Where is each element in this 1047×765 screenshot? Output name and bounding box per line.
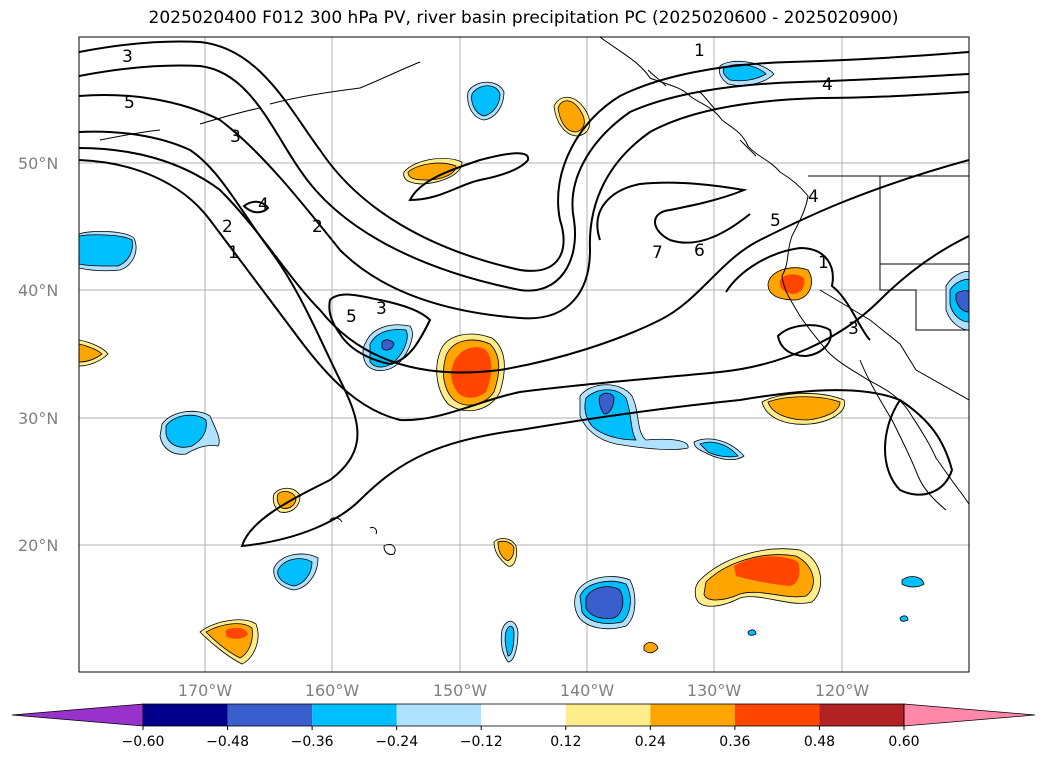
border-states bbox=[819, 176, 969, 401]
precip-blob bbox=[79, 343, 103, 363]
precip-blob bbox=[899, 615, 909, 622]
pv-contour bbox=[725, 246, 871, 341]
pv-contour bbox=[776, 324, 832, 358]
colorbar-extend-high bbox=[903, 703, 1036, 727]
contour-label: 3 bbox=[848, 319, 859, 339]
colorbar-segment bbox=[143, 704, 228, 726]
colorbar-segment bbox=[396, 704, 482, 726]
precip-blob bbox=[276, 490, 297, 509]
pv-contour bbox=[242, 200, 270, 214]
colorbar-tick-label: −0.24 bbox=[375, 734, 418, 750]
contour-label: 1 bbox=[694, 41, 705, 61]
colorbar-extend-low bbox=[11, 703, 144, 727]
contour-label: 5 bbox=[346, 307, 357, 327]
precip-blob bbox=[598, 392, 615, 415]
precip-blob bbox=[79, 234, 133, 267]
precip-blob bbox=[901, 576, 925, 588]
precip-blob bbox=[226, 627, 248, 639]
precip-positive-areas bbox=[79, 96, 845, 665]
pv-contour bbox=[328, 293, 432, 366]
lon-label: 140°W bbox=[560, 681, 615, 700]
precip-blob bbox=[747, 629, 757, 636]
colorbar-tick-label: −0.12 bbox=[460, 734, 503, 750]
coastline-alaska bbox=[599, 37, 969, 505]
precip-blob bbox=[407, 162, 457, 181]
colorbar-tick-label: 0.36 bbox=[719, 734, 750, 750]
colorbar-tick-label: 0.48 bbox=[804, 734, 835, 750]
map-title: 2025020400 F012 300 hPa PV, river basin … bbox=[148, 8, 899, 28]
lon-label: 130°W bbox=[687, 681, 742, 700]
precip-blob bbox=[165, 414, 207, 448]
map-area bbox=[79, 37, 969, 672]
precip-blob bbox=[699, 441, 739, 458]
contour-label: 2 bbox=[222, 217, 233, 237]
graticule bbox=[79, 37, 969, 672]
precip-blob bbox=[643, 642, 659, 654]
colorbar-tick-label: −0.36 bbox=[291, 734, 334, 750]
contour-label-group: 3 5 3 2 4 2 1 1 4 5 3 1 7 6 5 4 3 bbox=[122, 41, 859, 339]
precip-blob bbox=[734, 556, 800, 586]
pv-contour bbox=[79, 91, 969, 320]
precip-blob bbox=[471, 85, 501, 117]
colorbar-tick-label: 0.60 bbox=[888, 734, 919, 750]
contour-label: 2 bbox=[312, 217, 323, 237]
precip-blob bbox=[557, 100, 585, 133]
lat-label: 30°N bbox=[18, 409, 58, 428]
precip-blob bbox=[955, 290, 969, 313]
contour-label: 1 bbox=[228, 243, 239, 263]
lon-axis-labels: 170°W 160°W 150°W 140°W 130°W 120°W bbox=[178, 681, 870, 700]
precip-blob bbox=[381, 339, 395, 351]
precip-blob bbox=[504, 625, 515, 657]
colorbar-segment bbox=[565, 704, 651, 726]
contour-label: 4 bbox=[822, 75, 833, 95]
precip-blob bbox=[277, 558, 313, 587]
lon-label: 170°W bbox=[178, 681, 233, 700]
contour-label: 1 bbox=[818, 253, 829, 273]
colorbar-tick-label: −0.60 bbox=[122, 734, 165, 750]
lon-label: 120°W bbox=[815, 681, 870, 700]
colorbar-segment bbox=[312, 704, 397, 726]
colorbar-tick-label: 0.24 bbox=[635, 734, 666, 750]
contour-label: 3 bbox=[230, 127, 241, 147]
precip-blob bbox=[584, 389, 637, 441]
contour-label: 7 bbox=[652, 243, 663, 263]
colorbar-tick-label: 0.12 bbox=[550, 734, 581, 750]
contour-label: 3 bbox=[122, 47, 133, 67]
pv-contour bbox=[79, 130, 954, 548]
contour-label: 4 bbox=[808, 187, 819, 207]
colorbar-tick-label: −0.48 bbox=[206, 734, 249, 750]
contour-label: 5 bbox=[124, 93, 135, 113]
map-frame bbox=[78, 36, 970, 673]
lat-label: 40°N bbox=[18, 281, 58, 300]
pv-contour bbox=[79, 64, 969, 292]
pv-contours bbox=[79, 40, 969, 548]
lat-axis-labels: 50°N 40°N 30°N 20°N bbox=[18, 154, 58, 555]
colorbar-border bbox=[142, 703, 905, 727]
contour-label: 6 bbox=[694, 241, 705, 261]
lon-label: 160°W bbox=[305, 681, 360, 700]
colorbar: −0.60 −0.48 −0.36 −0.24 −0.12 0.12 0.24 0.36 0.4… bbox=[11, 703, 1036, 750]
precip-blob bbox=[497, 540, 515, 561]
contour-label: 3 bbox=[376, 299, 387, 319]
colorbar-segment bbox=[481, 704, 566, 726]
colorbar-segment bbox=[819, 704, 904, 726]
lat-label: 20°N bbox=[18, 536, 58, 555]
colorbar-segment bbox=[734, 704, 820, 726]
colorbar-segment bbox=[227, 704, 313, 726]
pv-contour bbox=[596, 181, 751, 244]
pv-contour bbox=[79, 159, 969, 422]
pv-contour bbox=[79, 40, 969, 272]
contour-label: 5 bbox=[770, 211, 781, 231]
precip-blob bbox=[585, 586, 624, 619]
precip-blob bbox=[767, 396, 841, 421]
lon-label: 150°W bbox=[433, 681, 488, 700]
contour-label: 4 bbox=[258, 195, 269, 215]
pv-contour bbox=[408, 152, 530, 202]
lat-label: 50°N bbox=[18, 154, 58, 173]
pv-contour bbox=[79, 147, 969, 374]
colorbar-segment bbox=[650, 704, 735, 726]
